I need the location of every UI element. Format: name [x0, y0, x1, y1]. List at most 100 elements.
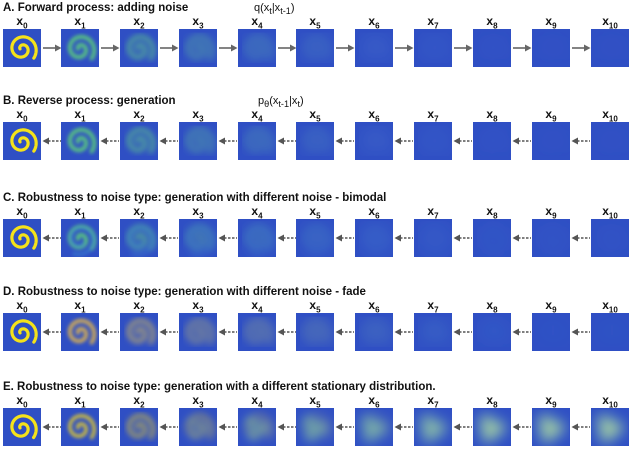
transition-arrow	[512, 423, 531, 431]
step-label: x4	[251, 298, 263, 315]
state-image-e-x5	[296, 408, 334, 446]
step-label: x0	[16, 393, 28, 410]
transition-arrow	[335, 423, 354, 431]
state-image-a-x4	[238, 29, 276, 67]
step-label: x6	[368, 204, 380, 221]
step-label: x5	[309, 393, 321, 410]
step-label: x10	[602, 107, 618, 124]
transition-arrow	[394, 234, 413, 242]
state-image-b-x3	[179, 122, 217, 160]
state-image-d-x8	[473, 313, 511, 351]
transition-arrow	[395, 44, 414, 52]
step-label: x0	[16, 204, 28, 221]
state-image-e-x9	[532, 408, 570, 446]
transition-arrow	[277, 423, 296, 431]
state-image-d-x2	[120, 313, 158, 351]
state-image-b-x5	[296, 122, 334, 160]
transition-arrow	[453, 234, 472, 242]
state-image-a-x3	[179, 29, 217, 67]
panel-title-b: B. Reverse process: generation	[3, 95, 176, 107]
step-label: x4	[251, 14, 263, 31]
step-label: x6	[368, 298, 380, 315]
step-label: x8	[486, 298, 498, 315]
state-image-b-x10	[591, 122, 629, 160]
panel-title-a: A. Forward process: adding noise	[3, 2, 189, 14]
state-image-e-x0	[3, 408, 41, 446]
state-image-d-x7	[414, 313, 452, 351]
step-label: x4	[251, 107, 263, 124]
step-label: x8	[486, 204, 498, 221]
state-image-e-x6	[355, 408, 393, 446]
state-image-d-x0	[3, 313, 41, 351]
transition-arrow	[513, 44, 532, 52]
state-image-a-x0	[3, 29, 41, 67]
transition-arrow	[160, 44, 179, 52]
state-image-c-x7	[414, 219, 452, 257]
state-image-a-x8	[473, 29, 511, 67]
transition-arrow	[219, 44, 238, 52]
state-image-c-x2	[120, 219, 158, 257]
step-label: x1	[74, 204, 86, 221]
transition-arrow	[512, 234, 531, 242]
transition-arrow	[335, 328, 354, 336]
step-label: x4	[251, 204, 263, 221]
state-image-b-x7	[414, 122, 452, 160]
state-image-c-x10	[591, 219, 629, 257]
step-label: x1	[74, 298, 86, 315]
state-image-d-x4	[238, 313, 276, 351]
state-image-a-x9	[532, 29, 570, 67]
state-image-c-x4	[238, 219, 276, 257]
transition-arrow	[100, 423, 119, 431]
state-image-c-x1	[61, 219, 99, 257]
state-image-b-x9	[532, 122, 570, 160]
state-image-a-x2	[120, 29, 158, 67]
transition-arrow	[43, 44, 62, 52]
panel-title-c: C. Robustness to noise type: generation …	[3, 192, 387, 204]
state-image-a-x10	[591, 29, 629, 67]
step-label: x3	[192, 204, 204, 221]
state-image-e-x4	[238, 408, 276, 446]
panel-title-e: E. Robustness to noise type: generation …	[3, 381, 436, 393]
state-image-a-x7	[414, 29, 452, 67]
state-image-b-x6	[355, 122, 393, 160]
step-label: x9	[545, 14, 557, 31]
state-image-e-x8	[473, 408, 511, 446]
transition-arrow	[453, 423, 472, 431]
step-label: x10	[602, 298, 618, 315]
transition-arrow	[218, 328, 237, 336]
state-image-c-x6	[355, 219, 393, 257]
transition-arrow	[42, 423, 61, 431]
step-label: x7	[427, 298, 439, 315]
step-label: x9	[545, 298, 557, 315]
step-label: x8	[486, 14, 498, 31]
transition-arrow	[394, 423, 413, 431]
step-label: x0	[16, 107, 28, 124]
transition-arrow	[100, 137, 119, 145]
step-label: x6	[368, 393, 380, 410]
state-image-d-x5	[296, 313, 334, 351]
step-label: x7	[427, 107, 439, 124]
transition-arrow	[512, 137, 531, 145]
state-image-b-x2	[120, 122, 158, 160]
state-image-b-x8	[473, 122, 511, 160]
transition-arrow	[277, 137, 296, 145]
transition-arrow	[218, 423, 237, 431]
step-label: x7	[427, 14, 439, 31]
step-label: x8	[486, 107, 498, 124]
state-image-d-x6	[355, 313, 393, 351]
state-image-e-x2	[120, 408, 158, 446]
step-label: x5	[309, 204, 321, 221]
step-label: x10	[602, 204, 618, 221]
panel-title-d: D. Robustness to noise type: generation …	[3, 286, 366, 298]
step-label: x9	[545, 393, 557, 410]
transition-arrow	[572, 44, 591, 52]
transition-arrow	[42, 137, 61, 145]
state-image-c-x3	[179, 219, 217, 257]
state-image-e-x7	[414, 408, 452, 446]
step-label: x10	[602, 14, 618, 31]
step-label: x0	[16, 14, 28, 31]
step-label: x0	[16, 298, 28, 315]
transition-arrow	[336, 44, 355, 52]
transition-arrow	[42, 328, 61, 336]
